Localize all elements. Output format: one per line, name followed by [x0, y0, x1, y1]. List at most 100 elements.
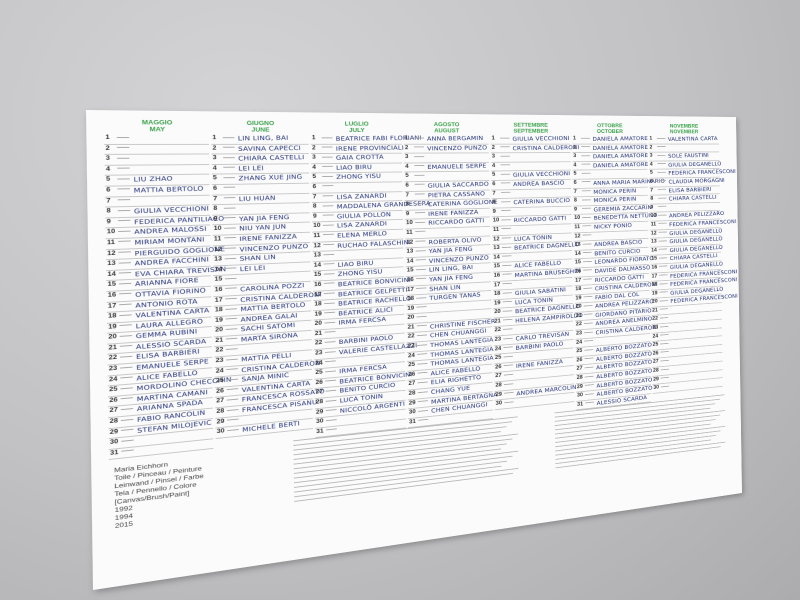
day-number: 16: [406, 277, 414, 284]
day-number: 21: [407, 324, 415, 331]
signup-name: CATERINA BUCCIO: [513, 197, 571, 207]
weekday-label: [224, 227, 236, 229]
day-number: 28: [109, 418, 119, 426]
weekday-label: [321, 156, 333, 158]
day-number: 11: [106, 239, 115, 247]
day-number: 29: [576, 384, 583, 390]
signup-name: SHAN LIN: [429, 283, 461, 293]
day-number: 19: [575, 295, 582, 301]
day-number: 30: [316, 418, 324, 426]
weekday-label: [323, 292, 335, 294]
weekday-label: [415, 240, 426, 242]
weekday-label: [582, 260, 592, 263]
weekday-label: [117, 178, 130, 180]
day-number: 10: [650, 213, 657, 219]
day-number: 9: [650, 205, 654, 211]
weekday-label: [502, 273, 512, 276]
day-number: 18: [407, 296, 415, 303]
signup-name: ANNA BERGAMIN: [426, 134, 484, 143]
day-number: 17: [493, 282, 501, 288]
weekday-label: [418, 419, 429, 422]
signup-name: ANDREA PELIZZARO: [668, 210, 725, 220]
signup-name: DANIELA AMATORE: [592, 152, 649, 161]
day-number: 28: [216, 408, 225, 415]
weekday-label: [657, 163, 666, 165]
day-number: 8: [312, 203, 317, 210]
weekday-label: [324, 302, 335, 304]
day-number: 3: [573, 153, 577, 159]
weekday-label: [323, 253, 335, 255]
weekday-label: [658, 231, 667, 233]
signup-name: IRENE FANIZZA: [239, 232, 298, 243]
day-number: 20: [651, 299, 658, 305]
weekday-label: [227, 428, 239, 431]
day-number: 1: [572, 136, 577, 142]
day-number: 12: [406, 239, 414, 246]
weekday-label: [223, 166, 235, 169]
day-number: 29: [408, 400, 416, 407]
day-number: 6: [573, 180, 577, 186]
weekday-label: [416, 278, 427, 280]
month-column: GIUGNO JUNE 1 LIN LING, BAI 2 SAVINA CAPECCI 3…: [211, 121, 325, 439]
weekday-label: [583, 322, 593, 324]
signup-name: ZHONG YISU: [336, 172, 382, 182]
weekday-label: [226, 368, 238, 371]
weekday-label: [502, 291, 512, 294]
weekday-label: [118, 282, 132, 285]
weekday-label: [414, 165, 425, 167]
day-number: 31: [316, 428, 324, 435]
month-column: MAGGIO MAY 1 2 3 4 5 LIU ZHAO 6 MATTIA BERTOLO 7 8 G…: [104, 120, 232, 461]
day-number: 16: [107, 292, 117, 299]
day-number: 3: [312, 155, 316, 161]
weekday-label: [225, 348, 238, 350]
day-number: 12: [213, 246, 222, 253]
signup-name: ANDREA BASCIO: [594, 238, 643, 249]
day-number: 23: [494, 337, 502, 343]
weekday-label: [582, 252, 592, 254]
weekday-label: [417, 390, 428, 393]
day-number: 10: [313, 223, 321, 230]
weekday-label: [325, 370, 336, 373]
day-number: 19: [215, 317, 223, 324]
weekday-label: [584, 366, 594, 369]
signup-name: ELENA MERLO: [337, 229, 388, 240]
signup-name: LIN LING, BAI: [428, 263, 474, 274]
weekday-label: [117, 167, 130, 169]
weekday-label: [226, 378, 239, 381]
weekday-label: [415, 259, 426, 261]
signup-name: FEDERICA PANTILIACO: [133, 214, 225, 226]
signup-name: ZHANG XUE JING: [238, 173, 303, 183]
day-number: 6: [312, 184, 317, 191]
day-number: 18: [493, 291, 501, 297]
day-number: 1: [212, 135, 217, 142]
signup-name: VINCENZO PUNZO: [427, 143, 488, 152]
weekday-label: [581, 199, 591, 201]
day-number: 4: [491, 163, 496, 169]
day-number: 7: [106, 198, 111, 205]
weekday-label: [417, 381, 428, 384]
weekday-label: [660, 385, 670, 388]
colophon: Maria Eichhorn Toile / Pinceau / Peintur…: [114, 458, 204, 531]
weekday-label: [322, 195, 334, 197]
signup-name: LUCA TONIN: [514, 296, 554, 306]
weekday-label: [660, 376, 670, 379]
signup-name: NIU YAN JUN: [239, 223, 287, 233]
day-number: 14: [107, 271, 116, 278]
day-number: 14: [651, 247, 657, 254]
weekday-label: [583, 287, 593, 289]
signup-name: ZHONG YISU: [337, 268, 383, 279]
weekday-label: [659, 317, 669, 319]
signup-name: GIULIA SACCARDO: [427, 180, 490, 190]
day-number: 27: [408, 381, 416, 388]
weekday-label: [503, 337, 513, 339]
weekday-label: [415, 231, 426, 233]
signup-name: LIU HUAN: [238, 193, 276, 203]
weekday-label: [324, 331, 336, 334]
weekday-label: [119, 345, 133, 348]
day-number: 24: [652, 333, 659, 340]
weekday-label: [501, 246, 512, 248]
signup-name: LEI LEI: [239, 263, 266, 273]
weekday-label: [416, 306, 427, 308]
day-number: 1: [105, 135, 110, 141]
